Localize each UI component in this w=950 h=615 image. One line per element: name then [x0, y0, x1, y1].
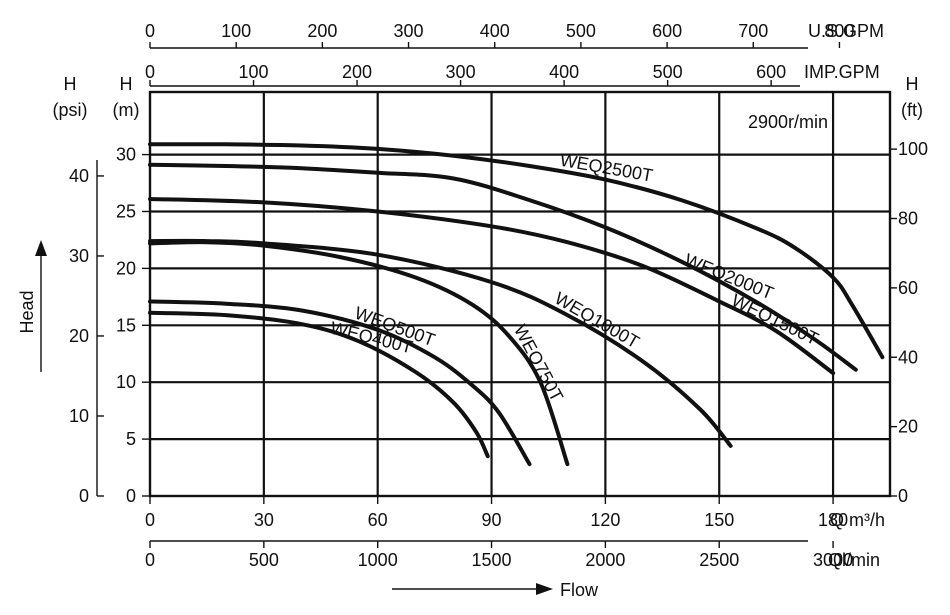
curves	[148, 142, 885, 467]
speed-label: 2900r/min	[748, 112, 828, 132]
x-tick-label-impgpm: 500	[653, 62, 683, 82]
x-tick-label-usgpm: 100	[221, 21, 251, 41]
x-tick-label-lmin: 1500	[472, 550, 512, 570]
x-tick-label-usgpm: 200	[307, 21, 337, 41]
x-tick-label-m3h: 150	[704, 510, 734, 530]
curve-weq400t	[148, 310, 490, 459]
y-tick-label-m: 15	[116, 315, 136, 335]
x-tick-label-lmin: 3000	[813, 550, 853, 570]
series-label-weq1500t: WEQ1500T	[728, 290, 821, 349]
curve-weq2000t	[148, 162, 858, 372]
y-tick-label-ft: 80	[898, 209, 918, 229]
curve-weq500t	[148, 299, 532, 467]
y-tick-label-psi: 10	[69, 406, 89, 426]
y-axis-unit-ft: (ft)	[901, 100, 923, 120]
y-tick-label-ft: 100	[898, 139, 928, 159]
x-tick-label-impgpm: 0	[145, 62, 155, 82]
y-axis-unit-psi: (psi)	[53, 100, 88, 120]
y-axis-title-psi: H	[64, 74, 77, 94]
y-tick-label-m: 20	[116, 258, 136, 278]
x-tick-label-m3h: 30	[254, 510, 274, 530]
series-label-weq750t: WEQ750T	[510, 321, 567, 405]
y-tick-label-psi: 40	[69, 166, 89, 186]
curve-weq1000t	[148, 238, 733, 448]
x-axis-label-lmin: Ql/min	[828, 550, 880, 570]
head-label: Head	[17, 290, 37, 333]
y-tick-label-ft: 20	[898, 417, 918, 437]
x-tick-label-m3h: 120	[590, 510, 620, 530]
y-tick-label-m: 0	[126, 486, 136, 506]
y-tick-label-m: 5	[126, 429, 136, 449]
flow-label: Flow	[560, 580, 599, 600]
x-tick-label-usgpm: 400	[480, 21, 510, 41]
x-tick-label-lmin: 1000	[358, 550, 398, 570]
x-tick-label-lmin: 2500	[699, 550, 739, 570]
x-tick-label-impgpm: 400	[549, 62, 579, 82]
x-tick-label-usgpm: 0	[145, 21, 155, 41]
x-tick-label-m3h: 60	[368, 510, 388, 530]
y-axis-unit-m: (m)	[113, 100, 140, 120]
y-tick-label-ft: 60	[898, 278, 918, 298]
x-tick-label-impgpm: 200	[342, 62, 372, 82]
y-tick-label-m: 25	[116, 201, 136, 221]
y-axis-title-m: H	[120, 74, 133, 94]
curve-weq1500t	[148, 197, 836, 376]
x-tick-label-lmin: 500	[249, 550, 279, 570]
x-tick-label-usgpm: 500	[566, 21, 596, 41]
head-arrow-head	[35, 240, 47, 256]
x-axis-label-m3h: Q m³/h	[830, 510, 885, 530]
x-tick-label-usgpm: 600	[652, 21, 682, 41]
x-tick-label-impgpm: 300	[446, 62, 476, 82]
y-tick-label-psi: 20	[69, 326, 89, 346]
x-tick-label-usgpm: 800	[824, 21, 854, 41]
x-tick-label-m3h: 0	[145, 510, 155, 530]
y-tick-label-psi: 0	[79, 486, 89, 506]
plot-frame	[148, 90, 892, 498]
x-axis-label-impgpm: IMP.GPM	[804, 62, 880, 82]
flow-arrow-head	[536, 583, 553, 595]
x-tick-label-impgpm: 600	[756, 62, 786, 82]
x-axis-label-usgpm: U.S.GPM	[808, 21, 884, 41]
y-tick-label-psi: 30	[69, 246, 89, 266]
curve-weq2500t	[148, 142, 885, 360]
y-tick-label-ft: 40	[898, 347, 918, 367]
x-tick-label-m3h: 90	[482, 510, 502, 530]
x-tick-label-impgpm: 100	[239, 62, 269, 82]
series-label-weq2000t: WEQ2000T	[682, 250, 777, 304]
series-label-weq1000t: WEQ1000T	[551, 288, 642, 352]
y-tick-label-m: 10	[116, 372, 136, 392]
x-tick-label-lmin: 0	[145, 550, 155, 570]
y-tick-label-m: 30	[116, 145, 136, 165]
curve-weq750t	[148, 240, 570, 467]
x-tick-label-lmin: 2000	[585, 550, 625, 570]
y-tick-label-ft: 0	[898, 486, 908, 506]
x-tick-label-usgpm: 300	[394, 21, 424, 41]
y-axis-title-ft: H	[906, 74, 919, 94]
x-tick-label-usgpm: 700	[738, 21, 768, 41]
x-tick-label-m3h: 180	[818, 510, 848, 530]
